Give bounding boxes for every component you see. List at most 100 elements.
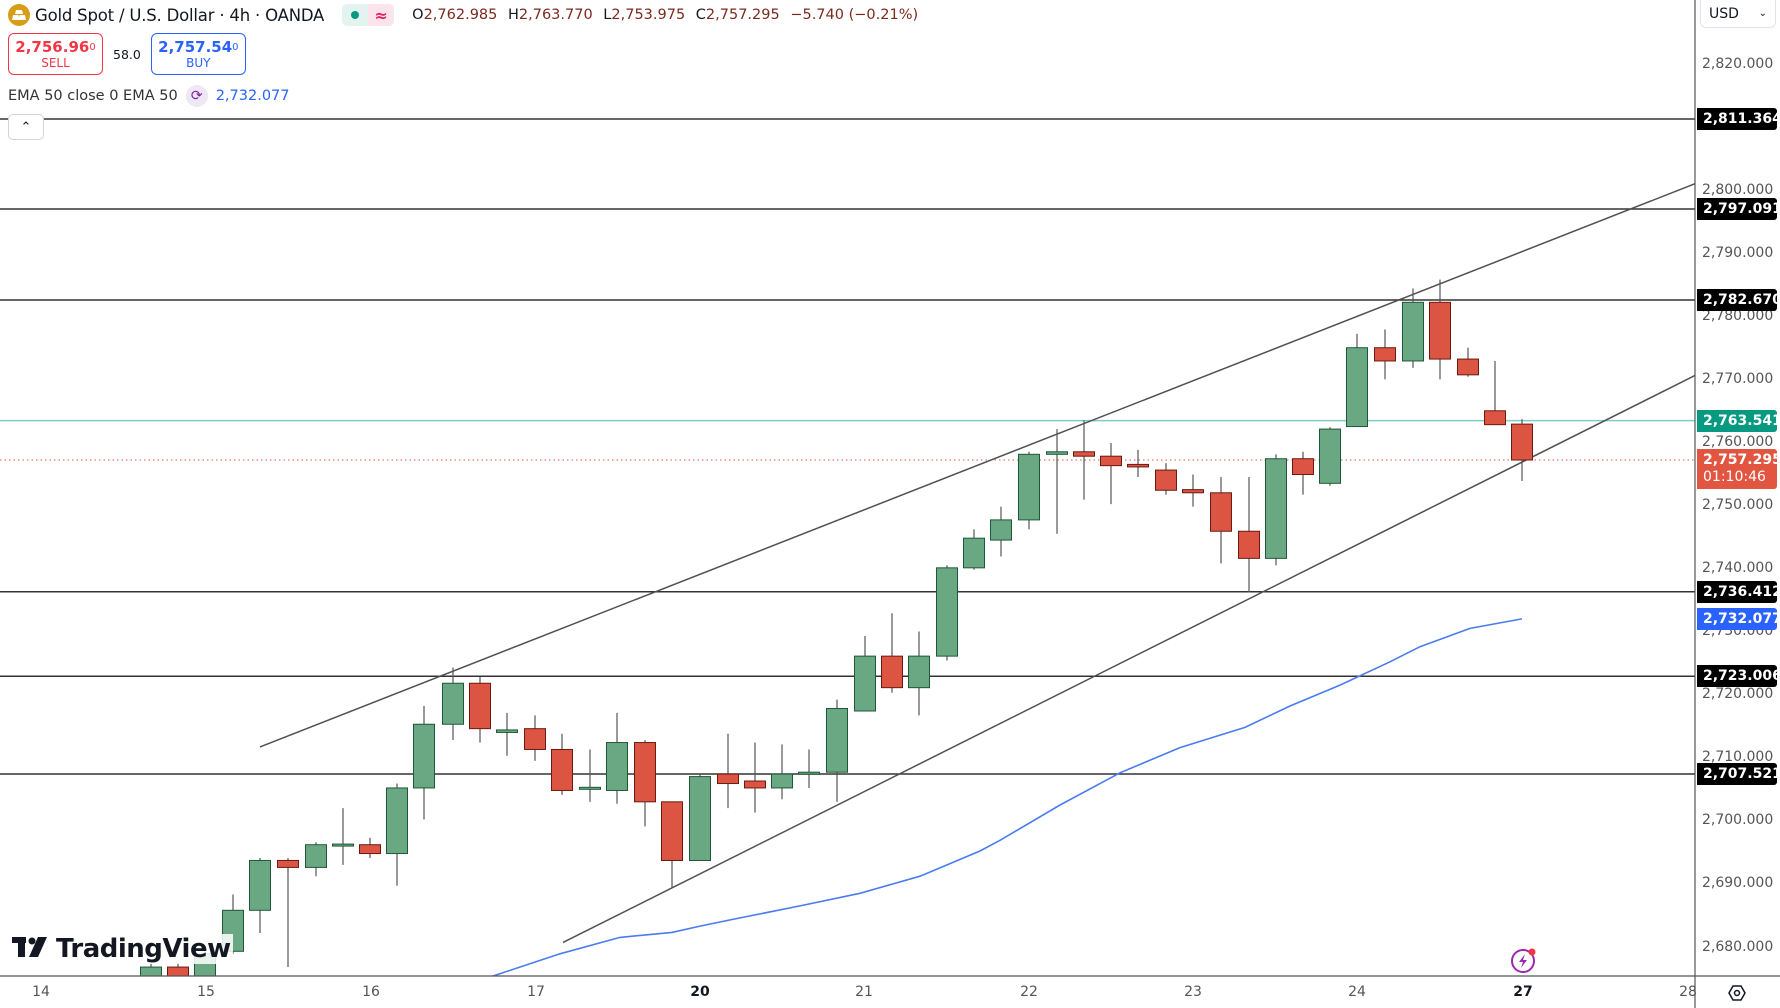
bullish-candle [305, 844, 327, 868]
time-tick-label: 23 [1184, 984, 1202, 1000]
gear-icon [1728, 985, 1746, 1001]
bullish-candle [963, 537, 985, 569]
time-tick-label: 15 [197, 984, 215, 1000]
bullish-candle [990, 519, 1012, 541]
refresh-icon[interactable]: ⟳ [185, 85, 208, 107]
buy-price-pip: 0 [232, 41, 239, 53]
time-tick-label: 28 [1679, 984, 1697, 1000]
currency-selector[interactable]: USD ⌄ [1700, 0, 1776, 28]
market-open-dot-icon [342, 4, 369, 26]
time-tick-label: 20 [690, 984, 710, 1000]
low-value: 2,753.975 [611, 7, 686, 23]
price-tick-label: 2,820.000 [1702, 55, 1774, 72]
indicator-label[interactable]: EMA 50 close 0 EMA 50 [8, 88, 178, 104]
bearish-candle [1155, 469, 1177, 491]
price-tick-label: 2,690.000 [1702, 875, 1774, 892]
symbol-title[interactable]: Gold Spot / U.S. Dollar · 4h · OANDA [35, 5, 325, 25]
sell-button[interactable]: 2,756.960 SELL [8, 33, 103, 75]
price-level-tag: 2,763.541 [1697, 409, 1780, 432]
bullish-candle [332, 843, 354, 847]
delayed-data-icon: ≈ [368, 4, 395, 26]
low-label: L [603, 7, 612, 23]
time-tick-label: 22 [1020, 984, 1038, 1000]
buy-button[interactable]: 2,757.540 BUY [150, 33, 246, 75]
bullish-candle [579, 786, 601, 790]
tradingview-mark-icon [12, 934, 48, 964]
chevron-down-icon: ⌄ [1758, 8, 1767, 19]
gold-bars-icon [8, 4, 30, 26]
price-level-tag: 2,782.670 [1697, 288, 1780, 311]
bullish-candle [1018, 453, 1040, 521]
price-level-tag: 2,797.091 [1697, 198, 1780, 221]
bullish-candle [908, 655, 930, 689]
bullish-candle [1046, 451, 1068, 455]
price-tick-label: 2,770.000 [1702, 370, 1774, 387]
ohlc-values: O2,762.985 H2,763.770 L2,753.975 C2,757.… [412, 7, 924, 23]
bearish-candle [1374, 347, 1396, 362]
bearish-candle [1457, 358, 1479, 376]
high-value: 2,763.770 [518, 7, 593, 23]
buy-price: 2,757.54 [158, 37, 233, 56]
price-tick-label: 2,740.000 [1702, 560, 1774, 577]
bearish-candle [717, 773, 739, 785]
bearish-candle [277, 859, 299, 868]
market-status-pill[interactable]: ≈ [342, 4, 395, 26]
currency-label: USD [1709, 5, 1739, 22]
bullish-candle [1346, 347, 1368, 428]
bullish-candle [936, 567, 958, 657]
channel-upper-trendline [259, 183, 1695, 748]
high-label: H [507, 7, 519, 23]
price-tick-label: 2,760.000 [1702, 433, 1774, 450]
price-tick-label: 2,750.000 [1702, 497, 1774, 514]
trade-panel: 2,756.960 SELL 58.0 2,757.540 BUY [8, 33, 246, 75]
time-tick-label: 14 [32, 984, 50, 1000]
bearish-candle [1210, 492, 1232, 532]
bearish-candle [1182, 489, 1204, 494]
price-level-tag: 2,732.077 [1697, 608, 1780, 631]
bearish-candle [1238, 530, 1260, 559]
bearish-candle [1429, 301, 1451, 360]
time-tick-label: 27 [1513, 984, 1533, 1000]
bar-countdown: 01:10:46 [1703, 469, 1766, 485]
last-price-tag: 2,757.295 01:10:46 [1697, 449, 1780, 489]
bearish-candle [634, 742, 656, 803]
bearish-candle [1511, 423, 1533, 461]
bearish-candle [1100, 455, 1122, 467]
price-tick-label: 2,720.000 [1702, 686, 1774, 703]
plot-area [0, 118, 1695, 976]
sell-price-pip: 0 [89, 41, 96, 53]
bearish-candle [1073, 451, 1095, 457]
ema-50-line [490, 618, 1523, 976]
tradingview-logo-text: TradingView [56, 934, 231, 964]
collapse-legend-button[interactable]: ⌃ [8, 114, 44, 140]
bullish-candle [1319, 428, 1341, 484]
bullish-candle [606, 742, 628, 791]
sell-price: 2,756.96 [15, 37, 90, 56]
bullish-candle [771, 773, 793, 789]
time-tick-label: 16 [362, 984, 380, 1000]
bullish-candle [826, 707, 848, 773]
change-value: −5.740 (−0.21%) [790, 7, 919, 23]
bearish-candle [1292, 458, 1314, 475]
time-tick-label: 17 [527, 984, 545, 1000]
bearish-candle [881, 655, 903, 689]
time-tick-label: 21 [855, 984, 873, 1000]
bearish-candle [359, 844, 381, 855]
close-label: C [695, 7, 706, 23]
buy-label: BUY [186, 55, 211, 70]
symbol-legend: Gold Spot / U.S. Dollar · 4h · OANDA ≈ O… [8, 2, 924, 28]
bullish-candle [140, 966, 162, 976]
price-tick-label: 2,790.000 [1702, 244, 1774, 261]
bullish-candle [496, 729, 518, 733]
price-tick-label: 2,710.000 [1702, 749, 1774, 766]
open-value: 2,762.985 [423, 7, 498, 23]
bearish-candle [551, 748, 573, 791]
indicator-legend[interactable]: EMA 50 close 0 EMA 50 ⟳ 2,732.077 [8, 84, 290, 108]
flash-news-button[interactable] [1510, 946, 1536, 973]
last-price-value: 2,757.295 [1703, 452, 1780, 468]
tradingview-logo[interactable]: TradingView [10, 934, 233, 964]
chart-settings-button[interactable] [1725, 982, 1749, 1004]
bullish-candle [1402, 301, 1424, 362]
price-tick-label: 2,780.000 [1702, 307, 1774, 324]
